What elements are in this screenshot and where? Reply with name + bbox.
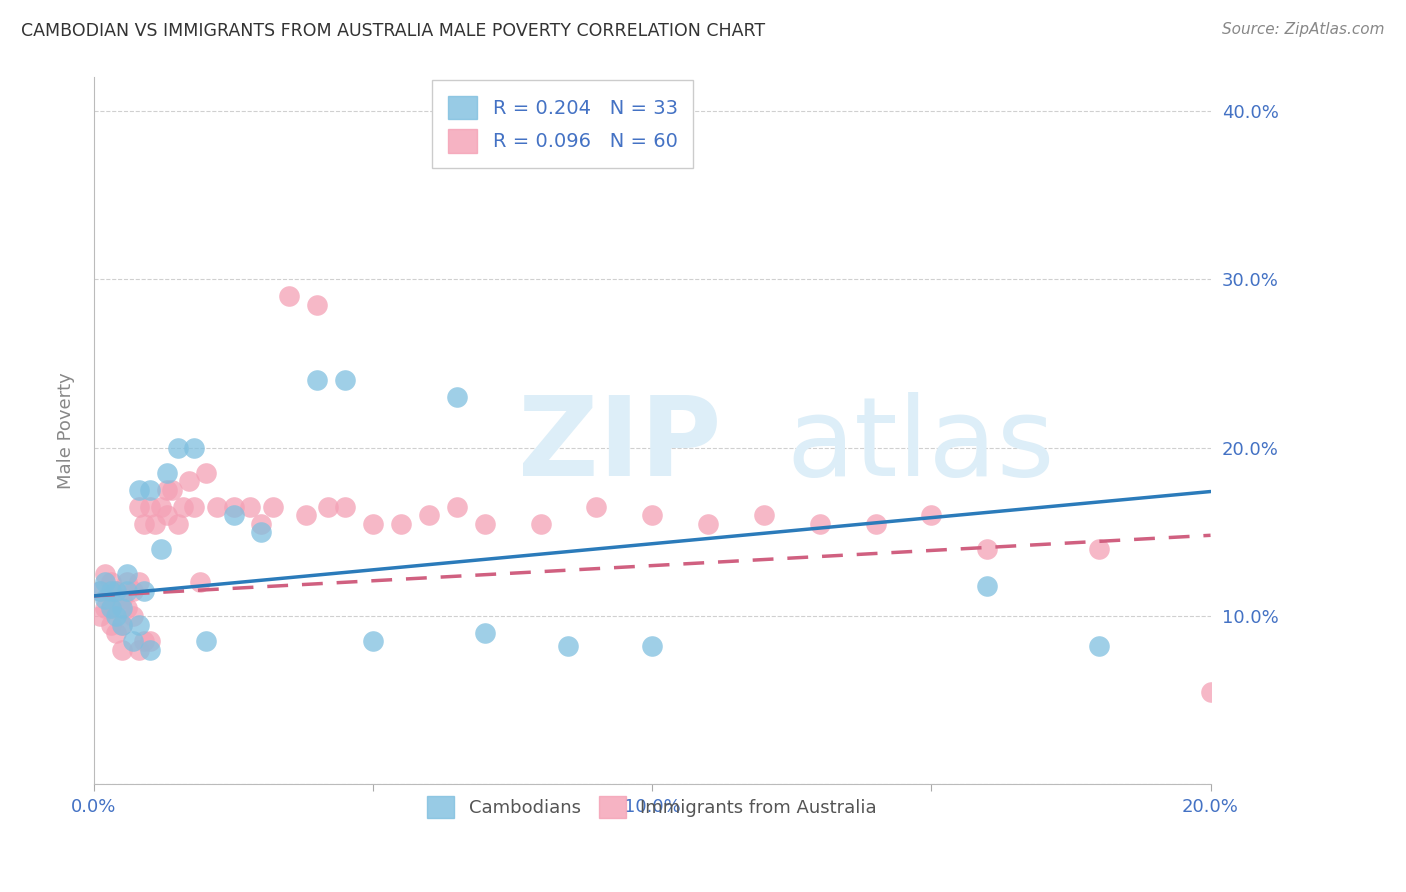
Point xyxy=(128,617,150,632)
Point xyxy=(205,500,228,514)
Point xyxy=(307,373,329,387)
Point xyxy=(117,575,139,590)
Point xyxy=(183,500,205,514)
Point xyxy=(278,289,301,303)
Point xyxy=(333,373,356,387)
Point xyxy=(177,475,200,489)
Point xyxy=(557,640,579,654)
Point xyxy=(143,516,166,531)
Point xyxy=(122,583,145,598)
Point xyxy=(446,390,468,404)
Point xyxy=(139,483,162,497)
Text: Source: ZipAtlas.com: Source: ZipAtlas.com xyxy=(1222,22,1385,37)
Point xyxy=(89,583,111,598)
Point xyxy=(183,441,205,455)
Point xyxy=(318,500,340,514)
Point xyxy=(122,634,145,648)
Point xyxy=(389,516,412,531)
Point xyxy=(188,575,211,590)
Point xyxy=(149,541,172,556)
Point xyxy=(976,541,998,556)
Point xyxy=(139,500,162,514)
Point xyxy=(100,600,122,615)
Point xyxy=(307,298,329,312)
Point xyxy=(94,592,117,607)
Point xyxy=(418,508,440,522)
Point xyxy=(111,600,134,615)
Point xyxy=(160,483,183,497)
Point xyxy=(149,500,172,514)
Point xyxy=(89,583,111,598)
Point xyxy=(172,500,194,514)
Point xyxy=(361,634,384,648)
Point xyxy=(697,516,720,531)
Point xyxy=(1088,640,1111,654)
Point xyxy=(111,642,134,657)
Point xyxy=(139,642,162,657)
Point xyxy=(155,466,177,480)
Point xyxy=(117,600,139,615)
Point xyxy=(117,567,139,582)
Point xyxy=(295,508,318,522)
Point xyxy=(128,575,150,590)
Point xyxy=(808,516,831,531)
Point xyxy=(976,579,998,593)
Point xyxy=(128,642,150,657)
Point xyxy=(155,508,177,522)
Point xyxy=(474,626,496,640)
Point xyxy=(94,600,117,615)
Point xyxy=(239,500,262,514)
Point xyxy=(865,516,887,531)
Point xyxy=(641,640,664,654)
Point xyxy=(333,500,356,514)
Point xyxy=(105,583,128,598)
Point xyxy=(752,508,775,522)
Point xyxy=(128,500,150,514)
Point xyxy=(920,508,942,522)
Point xyxy=(100,583,122,598)
Point xyxy=(250,524,273,539)
Point xyxy=(128,483,150,497)
Point xyxy=(166,516,188,531)
Point xyxy=(250,516,273,531)
Point xyxy=(111,617,134,632)
Text: atlas: atlas xyxy=(786,392,1054,499)
Point xyxy=(111,592,134,607)
Point xyxy=(222,500,245,514)
Point xyxy=(94,575,117,590)
Point xyxy=(474,516,496,531)
Point xyxy=(105,583,128,598)
Point xyxy=(446,500,468,514)
Point xyxy=(122,609,145,624)
Point xyxy=(134,516,156,531)
Point xyxy=(100,617,122,632)
Point xyxy=(529,516,551,531)
Point xyxy=(134,583,156,598)
Point xyxy=(155,483,177,497)
Point xyxy=(100,575,122,590)
Point xyxy=(117,583,139,598)
Y-axis label: Male Poverty: Male Poverty xyxy=(58,373,75,490)
Point xyxy=(194,466,217,480)
Text: ZIP: ZIP xyxy=(519,392,721,499)
Text: CAMBODIAN VS IMMIGRANTS FROM AUSTRALIA MALE POVERTY CORRELATION CHART: CAMBODIAN VS IMMIGRANTS FROM AUSTRALIA M… xyxy=(21,22,765,40)
Point xyxy=(1199,685,1222,699)
Point xyxy=(100,600,122,615)
Point xyxy=(262,500,284,514)
Point xyxy=(585,500,607,514)
Point xyxy=(361,516,384,531)
Point xyxy=(94,567,117,582)
Point xyxy=(89,609,111,624)
Point xyxy=(641,508,664,522)
Point xyxy=(134,634,156,648)
Legend: Cambodians, Immigrants from Australia: Cambodians, Immigrants from Australia xyxy=(420,789,884,825)
Point xyxy=(222,508,245,522)
Point xyxy=(1088,541,1111,556)
Point xyxy=(111,617,134,632)
Point xyxy=(139,634,162,648)
Point xyxy=(166,441,188,455)
Point xyxy=(194,634,217,648)
Point xyxy=(105,609,128,624)
Point xyxy=(105,626,128,640)
